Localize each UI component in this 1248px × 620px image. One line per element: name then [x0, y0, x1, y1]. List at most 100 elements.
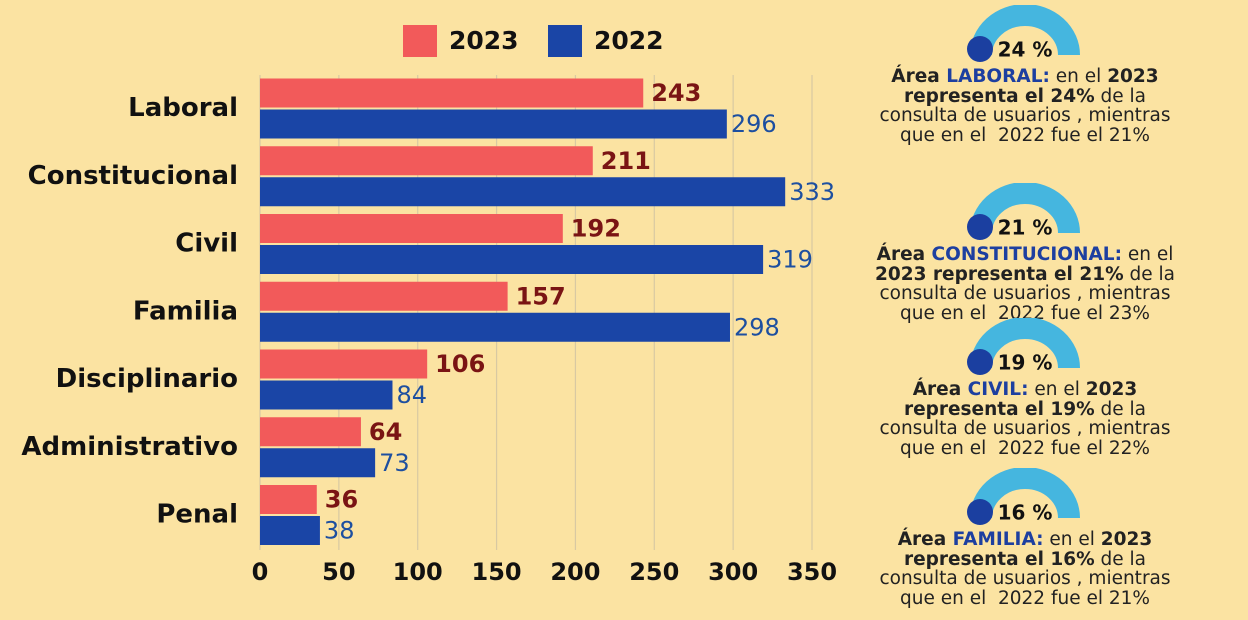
value-label: 73	[379, 449, 410, 477]
gauge: 19 %	[967, 318, 1080, 375]
bar	[260, 485, 317, 514]
text-line: representa el 16% de la	[840, 548, 1210, 570]
text-run: en el	[1121, 244, 1174, 265]
text-run: que en el 2022 fue el 21%	[900, 124, 1150, 146]
text-run: consulta de usuarios , mientras	[879, 568, 1171, 589]
legend-label: 2022	[594, 26, 664, 55]
bar	[260, 349, 428, 379]
value-label: 211	[601, 147, 651, 175]
text-run: consulta de usuarios , mientras	[879, 283, 1171, 304]
bar	[260, 177, 786, 207]
value-label: 333	[789, 178, 835, 206]
value-label: 64	[369, 418, 402, 446]
panel-text: Área CONSTITUCIONAL: en el 2023 represent…	[840, 245, 1210, 323]
bar	[260, 245, 764, 274]
text-run: 2023 representa el 21%	[875, 263, 1124, 285]
text-run: Área	[897, 529, 953, 550]
text-run: consulta de usuarios , mientras	[879, 418, 1171, 439]
chart: 0 50 100 150 200 250 300 350 2023 2022 Laboral 243 2…	[21, 25, 837, 586]
value-label: 319	[767, 246, 813, 274]
y-tick-label: Disciplinario	[56, 364, 238, 394]
bar	[260, 146, 593, 176]
gauge-percent: 24 %	[998, 38, 1053, 62]
value-label: 192	[571, 215, 621, 243]
value-label: 38	[324, 517, 355, 545]
bar	[260, 109, 727, 139]
gauge-cap	[967, 349, 993, 375]
text-line: consulta de usuarios , mientras	[840, 284, 1210, 304]
text-run: FAMILIA:	[952, 529, 1044, 550]
bar	[260, 78, 644, 108]
value-label: 296	[731, 110, 777, 138]
y-tick-label: Familia	[133, 296, 238, 326]
text-line: consulta de usuarios , mientras	[840, 419, 1210, 439]
text-line: consulta de usuarios , mientras	[840, 569, 1210, 589]
gauge-percent: 16 %	[998, 501, 1053, 525]
legend-swatch	[403, 25, 437, 57]
info-panel: 24 % Área LABORAL: en el 2023 representa e…	[840, 5, 1210, 145]
y-tick-label: Constitucional	[28, 161, 238, 191]
x-tick-label: 150	[472, 558, 522, 586]
text-run: de la	[1094, 548, 1147, 570]
text-line: Área CONSTITUCIONAL: en el	[840, 245, 1210, 265]
text-run: Área	[891, 66, 947, 87]
text-run: en el	[1043, 529, 1101, 550]
gauge-percent: 19 %	[998, 351, 1053, 375]
y-tick-label: Penal	[156, 500, 238, 530]
text-line: que en el 2022 fue el 21%	[840, 588, 1210, 609]
text-line: representa el 24% de la	[840, 85, 1210, 107]
legend-swatch	[548, 25, 582, 57]
gauge-percent: 21 %	[998, 216, 1053, 240]
text-run: representa el 24%	[903, 85, 1095, 107]
text-run: representa el 16%	[903, 548, 1095, 570]
text-line: representa el 19% de la	[840, 398, 1210, 420]
value-label: 84	[396, 381, 427, 409]
bar	[260, 516, 320, 545]
text-line: 2023 representa el 21% de la	[840, 263, 1210, 285]
value-label: 157	[516, 282, 566, 310]
gauge-cap	[967, 36, 993, 62]
panel-text: Área CIVIL: en el 2023 representa el 19% …	[840, 380, 1210, 458]
legend-label: 2023	[449, 26, 519, 55]
text-run: de la	[1094, 85, 1147, 107]
text-run: Área	[912, 379, 968, 400]
bar	[260, 281, 508, 311]
text-line: Área LABORAL: en el 2023	[840, 67, 1210, 87]
text-run: de la	[1094, 398, 1147, 420]
bar	[260, 380, 393, 410]
text-run: CIVIL:	[967, 379, 1029, 400]
gauge: 24 %	[967, 5, 1080, 62]
text-run: 2023	[1107, 66, 1159, 87]
text-line: que en el 2022 fue el 22%	[840, 437, 1210, 459]
x-tick-label: 50	[322, 558, 355, 586]
text-run: 2023	[1085, 379, 1138, 400]
x-tick-label: 350	[787, 558, 837, 586]
text-run: en el	[1049, 66, 1108, 87]
x-tick-label: 100	[393, 558, 443, 586]
text-line: Área CIVIL: en el 2023	[840, 380, 1210, 400]
x-tick-label: 200	[550, 558, 600, 586]
value-label: 298	[734, 313, 780, 341]
x-tick-label: 300	[708, 558, 758, 586]
bar	[260, 312, 730, 342]
text-run: que en el 2022 fue el 22%	[900, 437, 1150, 459]
bar	[260, 417, 361, 447]
text-run: LABORAL:	[946, 66, 1050, 87]
text-line: consulta de usuarios , mientras	[840, 106, 1210, 126]
panel-text: Área LABORAL: en el 2023 representa el 24…	[840, 67, 1210, 145]
y-tick-label: Laboral	[128, 93, 238, 123]
value-label: 106	[435, 350, 485, 378]
text-run: representa el 19%	[903, 398, 1095, 420]
text-run: CONSTITUCIONAL:	[931, 244, 1122, 265]
bar	[260, 448, 376, 478]
value-label: 36	[325, 486, 358, 514]
gauge: 16 %	[967, 468, 1080, 525]
gauge-cap	[967, 499, 993, 525]
text-line: Área FAMILIA: en el 2023	[840, 530, 1210, 550]
text-run: 2023	[1100, 529, 1153, 550]
gauge: 21 %	[967, 183, 1080, 240]
text-line: que en el 2022 fue el 21%	[840, 124, 1210, 146]
panel-text: Área FAMILIA: en el 2023 representa el 16…	[840, 530, 1210, 608]
text-run: de la	[1123, 263, 1176, 285]
